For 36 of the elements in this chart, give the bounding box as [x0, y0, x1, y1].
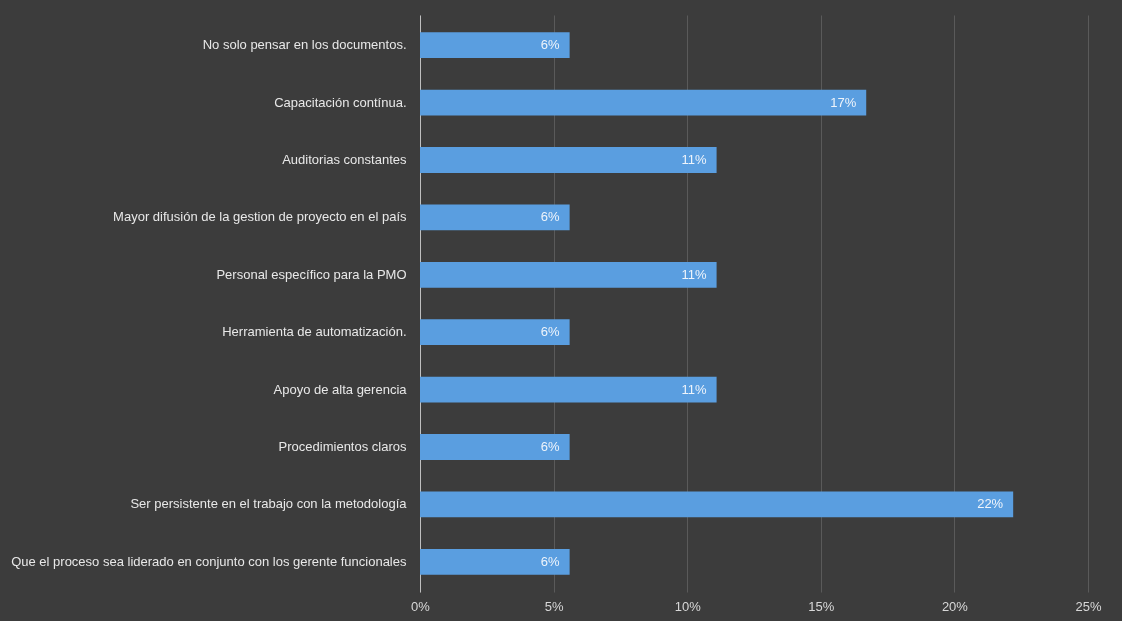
- x-tick-label: 10%: [674, 598, 702, 614]
- y-tick-label: Mayor difusión de la gestion de proyecto en el país: [113, 209, 407, 225]
- bar: [420, 548, 570, 575]
- bar: [420, 261, 717, 288]
- bar: [420, 147, 717, 173]
- data-label: 6%: [540, 553, 561, 569]
- bar: [420, 319, 570, 346]
- bar: [420, 434, 570, 460]
- data-label: 11%: [681, 151, 708, 167]
- bar: [420, 32, 570, 59]
- bar: [420, 204, 570, 231]
- data-label: 11%: [681, 266, 708, 282]
- x-tick-label: 15%: [808, 598, 835, 614]
- x-tick-label: 25%: [1075, 598, 1102, 614]
- y-tick-label: Que el proceso sea liderado en conjunto con los gerente funcionales: [11, 553, 407, 569]
- y-tick-label: Procedimientos claros: [278, 439, 407, 455]
- data-label: 6%: [540, 209, 561, 225]
- bar: [420, 89, 867, 116]
- x-tick-label: 20%: [941, 598, 969, 614]
- data-label: 22%: [977, 496, 1004, 512]
- bar: [420, 376, 717, 403]
- x-tick-label: 5%: [544, 598, 564, 614]
- data-label: 11%: [681, 381, 708, 397]
- y-tick-label: Ser persistente en el trabajo con la metodología: [130, 496, 408, 512]
- data-label: 6%: [540, 37, 561, 53]
- bar: [420, 491, 1014, 518]
- data-label: 6%: [540, 439, 561, 455]
- y-tick-label: Herramienta de automatización.: [222, 324, 407, 340]
- y-tick-label: Auditorias constantes: [282, 151, 407, 167]
- x-tick-label: 0%: [411, 598, 431, 614]
- y-tick-label: No solo pensar en los documentos.: [202, 37, 407, 53]
- y-tick-label: Capacitación contínua.: [274, 94, 407, 110]
- data-label: 6%: [540, 324, 561, 340]
- data-label: 17%: [830, 94, 857, 110]
- y-tick-label: Apoyo de alta gerencia: [273, 381, 408, 397]
- y-tick-label: Personal específico para la PMO: [216, 266, 407, 282]
